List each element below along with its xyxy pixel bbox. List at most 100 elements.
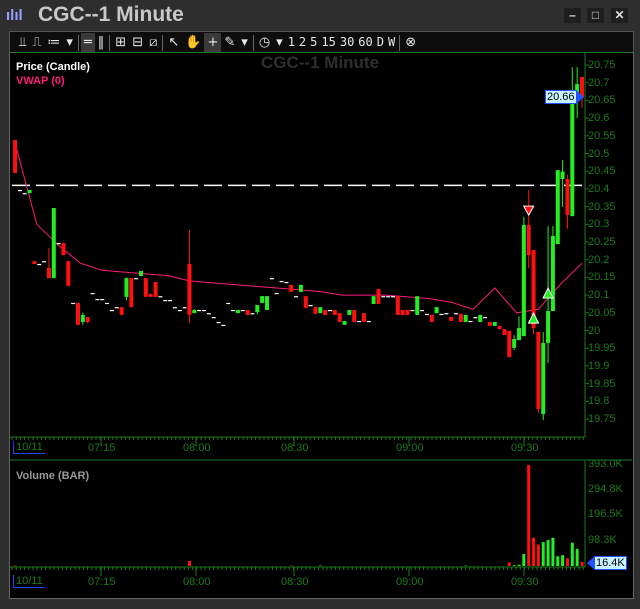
interval-week[interactable]: W bbox=[387, 35, 396, 49]
candle-down bbox=[76, 302, 80, 325]
candle-up bbox=[550, 235, 555, 312]
candle-up bbox=[492, 322, 497, 326]
volume-tick-label: 393.0K bbox=[588, 458, 623, 470]
volume-bar bbox=[580, 561, 584, 566]
interval-dropdown[interactable]: ▾ bbox=[276, 35, 283, 50]
volume-bar bbox=[575, 548, 579, 566]
volume-bar bbox=[546, 540, 550, 566]
candle-doji bbox=[182, 307, 187, 309]
price-tick-label: 20.3 bbox=[588, 218, 610, 231]
last-volume-marker: 16.4K bbox=[587, 556, 627, 570]
last-price-marker: 20.66 bbox=[545, 90, 583, 104]
candle-down bbox=[13, 140, 17, 173]
drawing-tools-dropdown[interactable]: ▾ bbox=[241, 35, 248, 50]
interval-2[interactable]: 2 bbox=[298, 35, 307, 49]
candle-down bbox=[536, 331, 541, 410]
interval-15[interactable]: 15 bbox=[321, 35, 336, 49]
candle-doji bbox=[284, 282, 289, 284]
candle-down bbox=[119, 307, 124, 315]
candle-doji bbox=[483, 317, 488, 319]
candle-down bbox=[531, 250, 536, 329]
interval-30[interactable]: 30 bbox=[339, 35, 355, 49]
time-label: 07:15 bbox=[88, 442, 116, 454]
candle-down bbox=[487, 322, 492, 326]
chart-toolbar: ⫫ ⎍ ≔ ▾ ═ ‖ ⊞ ⊟ ⧄ ↖ ✋ + ✎ ▾ ◷ ▾ 1 2 5 15… bbox=[9, 31, 634, 53]
time-label: 07:15 bbox=[88, 576, 116, 588]
candle-up bbox=[192, 309, 197, 314]
maximize-button[interactable]: □ bbox=[587, 8, 604, 23]
candle-doji bbox=[134, 278, 139, 280]
date-label: 10/11 bbox=[13, 441, 45, 454]
vertical-layout-icon[interactable]: ‖ bbox=[97, 35, 105, 50]
price-tick-label: 20.1 bbox=[588, 289, 610, 302]
candle-down bbox=[303, 296, 308, 308]
interval-1[interactable]: 1 bbox=[287, 35, 295, 49]
candle-down bbox=[429, 314, 434, 323]
pointer-icon[interactable]: ↖ bbox=[168, 35, 180, 50]
candle-up bbox=[298, 284, 303, 292]
price-tick-label: 20.25 bbox=[588, 236, 616, 248]
pencil-draw-icon[interactable]: ✎ bbox=[224, 35, 236, 50]
cancel-icon[interactable]: ⊗ bbox=[405, 35, 417, 50]
clock-interval-icon[interactable]: ◷ bbox=[258, 35, 271, 50]
time-label: 08:30 bbox=[281, 442, 309, 454]
volume-bar bbox=[13, 565, 17, 566]
crosshair-icon[interactable]: + bbox=[204, 33, 222, 52]
candle-doji bbox=[163, 300, 168, 302]
candle-doji bbox=[420, 309, 425, 312]
price-tick-label: 20.75 bbox=[588, 59, 616, 71]
title-bar: ılıl CGC--1 Minute – □ ✕ bbox=[0, 0, 640, 32]
candle-up bbox=[260, 296, 265, 303]
chart-tools-dropdown[interactable]: ▾ bbox=[66, 35, 73, 50]
candle-down bbox=[405, 309, 410, 315]
close-button[interactable]: ✕ bbox=[611, 8, 628, 23]
candle-down bbox=[66, 261, 71, 286]
candle-doji bbox=[454, 313, 458, 315]
candle-doji bbox=[366, 320, 371, 323]
time-label: 09:30 bbox=[511, 576, 539, 588]
sell-signal-icon bbox=[522, 205, 535, 217]
minimize-button[interactable]: – bbox=[564, 8, 581, 23]
volume-bar bbox=[561, 555, 565, 566]
candle-doji bbox=[473, 317, 478, 319]
candle-down bbox=[153, 282, 158, 297]
volume-tick-label: 98.3K bbox=[588, 533, 617, 546]
candle-doji bbox=[231, 309, 236, 312]
candle-up bbox=[541, 342, 546, 415]
vwap-legend: VWAP (0) bbox=[16, 75, 65, 87]
volume-legend: Volume (BAR) bbox=[16, 470, 90, 482]
price-tick-label: 20.15 bbox=[588, 271, 616, 284]
volume-bar bbox=[527, 465, 531, 566]
volume-bar bbox=[565, 558, 569, 566]
volume-bar bbox=[187, 560, 191, 566]
candle-up bbox=[521, 225, 526, 337]
zoom-box-icon[interactable]: ⧄ bbox=[149, 35, 158, 50]
price-tick-label: 19.8 bbox=[588, 395, 610, 408]
interval-day[interactable]: D bbox=[376, 35, 384, 49]
candle-down bbox=[245, 309, 250, 315]
zoom-in-icon[interactable]: ⊞ bbox=[115, 35, 127, 50]
chart-watermark: CGC--1 Minute bbox=[260, 53, 380, 72]
price-tick-label: 20.6 bbox=[588, 112, 610, 125]
chart-type-icon[interactable]: ⫫ bbox=[19, 35, 27, 50]
hand-pan-icon[interactable]: ✋ bbox=[185, 35, 202, 50]
interval-5[interactable]: 5 bbox=[310, 35, 318, 49]
candle-doji bbox=[216, 322, 221, 324]
volume-bar bbox=[541, 542, 545, 566]
candle-up bbox=[265, 296, 269, 310]
candle-up bbox=[434, 307, 439, 314]
horizontal-layout-icon[interactable]: ═ bbox=[80, 33, 95, 52]
candle-doji bbox=[468, 320, 473, 323]
candle-doji bbox=[381, 296, 386, 298]
candle-doji bbox=[274, 292, 279, 295]
candle-down bbox=[46, 267, 51, 279]
candle-up bbox=[570, 97, 575, 217]
studies-icon[interactable]: ≔ bbox=[47, 35, 61, 50]
candle-up bbox=[546, 311, 551, 343]
interval-60[interactable]: 60 bbox=[358, 35, 373, 49]
candle-up bbox=[371, 296, 376, 304]
price-tick-label: 20.35 bbox=[588, 200, 616, 213]
zoom-fit-icon[interactable]: ⊟ bbox=[132, 35, 144, 50]
indicators-icon[interactable]: ⎍ bbox=[32, 35, 42, 50]
